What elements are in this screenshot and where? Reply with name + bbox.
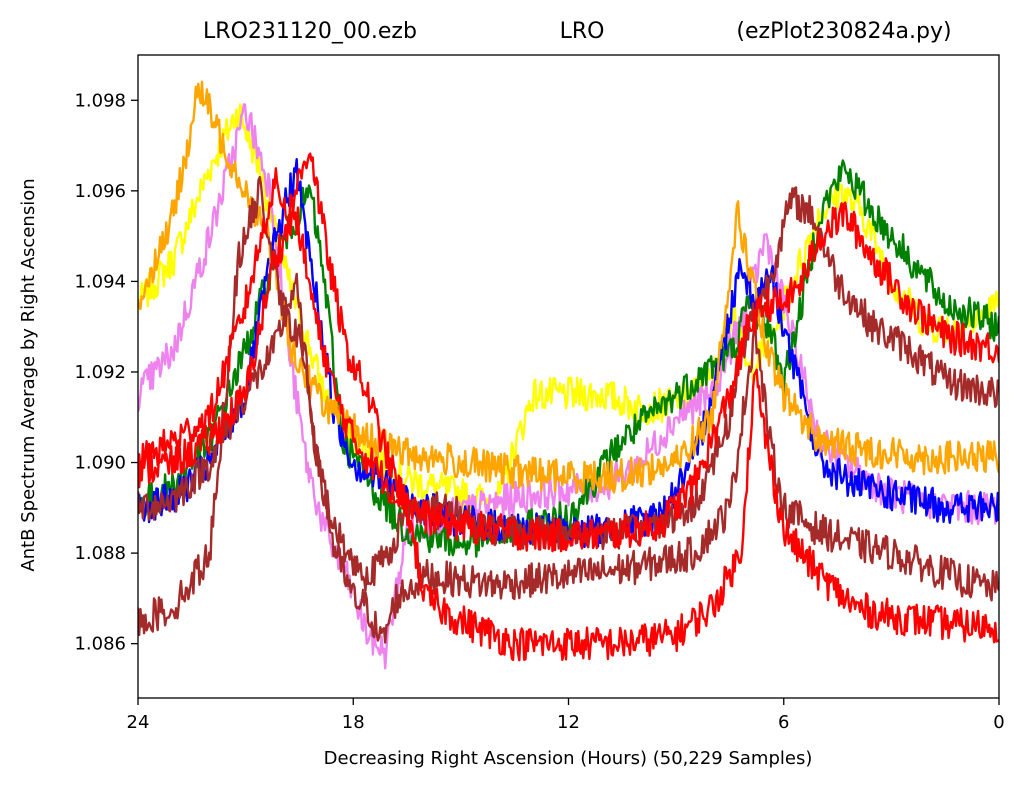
y-axis-title: AntB Spectrum Average by Right Ascension: [18, 178, 39, 571]
series-line-8: [138, 201, 999, 553]
x-tick-label: 6: [778, 712, 789, 733]
x-axis-title: Decreasing Right Ascension (Hours) (50,2…: [324, 748, 813, 769]
chart-title: LRO231120_00.ezb LRO (ezPlot230824a.py): [203, 19, 952, 44]
y-tick-label: 1.092: [74, 362, 126, 383]
series-line-5: [138, 175, 999, 637]
y-tick-label: 1.086: [74, 634, 126, 655]
x-axis: 24 18 12 6 0: [127, 698, 1005, 733]
series-layer: [138, 80, 999, 670]
y-tick-label: 1.098: [74, 90, 126, 111]
x-tick-label: 18: [342, 712, 365, 733]
series-line-6: [138, 272, 999, 644]
y-tick-label: 1.088: [74, 543, 126, 564]
title-filename: LRO231120_00.ezb: [203, 19, 417, 44]
y-axis: 1.086 1.088 1.090 1.092 1.094 1.096 1.098: [74, 90, 138, 655]
x-tick-label: 12: [557, 712, 580, 733]
series-line-7: [138, 152, 999, 662]
y-tick-label: 1.090: [74, 453, 126, 474]
y-tick-label: 1.096: [74, 181, 126, 202]
title-script: (ezPlot230824a.py): [736, 19, 951, 44]
series-line-1: [138, 103, 999, 670]
x-tick-label: 24: [127, 712, 150, 733]
title-station: LRO: [560, 19, 605, 44]
y-tick-label: 1.094: [74, 271, 126, 292]
x-tick-label: 0: [993, 712, 1004, 733]
